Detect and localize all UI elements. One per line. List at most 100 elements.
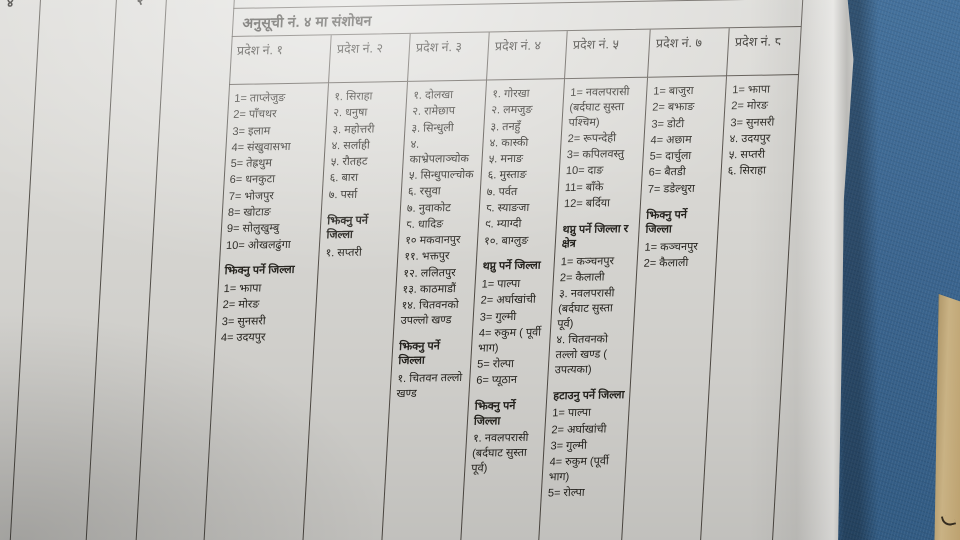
list-item: ४. चितवनको तल्लो खण्ड ( उपत्यका): [554, 333, 609, 377]
list-item: 2= अर्घाखांची: [480, 293, 537, 307]
list-item: 2= कैलाली: [559, 271, 605, 285]
list-item: १३. काठमाडौं: [402, 283, 457, 297]
cardboard-corner: [934, 294, 960, 540]
list-item: 7= डडेल्धुरा: [647, 182, 696, 196]
list-item: १. सप्तरी: [325, 246, 363, 259]
list-item: 3= डोटी: [651, 117, 685, 131]
table-body-row: 1= ताप्लेजुङ 2= पाँचथर 3= इलाम 4= संखुवासभा…: [199, 75, 800, 540]
list-item: 7= भोजपुर: [228, 189, 275, 203]
list-item: 4= उदयपुर: [220, 331, 266, 345]
list-item: 12= बर्दिया: [563, 197, 611, 211]
list-item: ६. मुस्ताङ: [487, 169, 527, 182]
ruled-line: [131, 0, 170, 540]
cut-off-digit: ४: [6, 0, 15, 10]
list-item: ११. भक्तपुर: [403, 250, 450, 264]
list-item: १. गोरखा: [491, 87, 530, 101]
list-item: 1= कञ्चनपुर: [560, 255, 615, 269]
list-item: 4= रुकुम (पूर्वी भाग): [548, 455, 610, 484]
section-title: थप्नु पर्ने जिल्ला र क्षेत्र: [561, 222, 629, 251]
list-item: 1= पाल्पा: [481, 277, 521, 291]
section-title: झिक्नु पर्ने जिल्ला: [224, 264, 295, 278]
list-item: 1= पाल्पा: [552, 406, 592, 420]
list-item: ४. उदयपुर: [729, 132, 771, 146]
list-item: १० मकवानपुर: [404, 234, 461, 248]
list-item: ३. नवलपरासी (बर्दघाट सुस्ता पूर्व): [556, 287, 615, 331]
list-item: ६. बारा: [329, 172, 359, 185]
list-item: १२. ललितपुर: [402, 266, 456, 280]
list-item: २. लमजुङ: [490, 103, 533, 117]
section-title: थप्नु पर्ने जिल्ला: [482, 260, 541, 274]
list-item: 9= सोलुखुम्बु: [226, 222, 280, 236]
list-item: 2= पाँचथर: [232, 108, 277, 122]
list-item: 2= मोरङ: [222, 298, 260, 312]
column-header: प्रदेश नं. ३: [408, 32, 490, 82]
list-item: ८. स्याङजा: [485, 201, 530, 215]
list-item: 2= कैलाली: [643, 256, 689, 270]
section-title: हटाउनु पर्ने जिल्ला: [552, 388, 625, 403]
list-item: ५. रौतहट: [330, 155, 368, 169]
list-item: 10= दाङ: [565, 164, 604, 178]
list-item: १. नवलपरासी (बर्दघाट सुस्ता पूर्व): [471, 431, 529, 475]
cut-off-digit: २: [136, 0, 145, 8]
list-item: ४. कास्की: [489, 136, 529, 150]
column-header: प्रदेश नं. ५: [565, 29, 651, 80]
list-item: 1= बाजुरा: [652, 84, 694, 98]
list-item: 5= दार्चुला: [649, 150, 692, 163]
column-header: प्रदेश नं. २: [329, 33, 411, 84]
list-item: ८. धादिङ: [405, 218, 444, 231]
list-item: १. सिराहा: [333, 90, 373, 104]
list-item: 11= बाँके: [564, 181, 604, 194]
list-item: 10= ओखलढुंगा: [225, 238, 292, 252]
column-header: प्रदेश नं. १: [229, 35, 332, 86]
list-item: १०. बाग्लुङ: [483, 234, 529, 248]
list-item: 2= रूपन्देही: [567, 132, 617, 145]
section-title: झिक्नु पर्ने जिल्ला: [326, 214, 369, 242]
list-item: 6= प्यूठान: [475, 374, 518, 387]
list-item: 3= गुल्मी: [479, 310, 517, 324]
list-item: ५. सिन्धुपाल्चोक: [408, 168, 474, 182]
list-item: 4= संखुवासभा: [231, 140, 291, 154]
list-item: 5= रोल्पा: [547, 487, 585, 500]
list-item: 6= बैतडी: [648, 166, 686, 180]
list-item: ५. सप्तरी: [728, 148, 766, 162]
column-header: प्रदेश नं. ७: [648, 28, 730, 78]
list-item: 5= रोल्पा: [476, 357, 515, 371]
list-item: 5= तेह्रथुम: [230, 157, 273, 171]
list-item: १४. चितवनको उपल्लो खण्ड: [400, 299, 460, 328]
list-item: ३. महोत्तरी: [332, 123, 375, 136]
list-item: ६. सिराहा: [727, 165, 767, 178]
list-item: 3= सुनसरी: [221, 314, 267, 328]
column-header: प्रदेश नं. ४: [487, 31, 568, 81]
section-title: झिक्नु पर्ने जिल्ला: [473, 400, 516, 428]
amendment-table: अनुसूची नं. ४ मा संशोधन प्रदेश नं. १ प्रद…: [199, 0, 804, 540]
list-item: ७. पर्सा: [328, 188, 358, 202]
list-item: 3= गुल्मी: [550, 439, 588, 453]
column-header: प्रदेश नं. ८: [727, 27, 802, 77]
list-item: 1= नवलपरासी (बर्दघाट सुस्ता पश्चिम): [568, 86, 630, 129]
ruled-line: [5, 0, 44, 540]
list-item: 2= मोरङ: [730, 99, 769, 113]
list-item: २. धनुषा: [332, 106, 368, 120]
list-item: 4= रुकुम ( पूर्वी भाग): [477, 326, 542, 355]
list-item: 1= ताप्लेजुङ: [233, 92, 286, 105]
list-item: ७. नुवाकोट: [406, 201, 452, 215]
list-item: ३. तनहुँ: [490, 120, 521, 134]
list-item: ९. म्याग्दी: [484, 218, 522, 231]
list-item: 1= झापा: [731, 83, 771, 97]
list-item: 1= झापा: [223, 282, 262, 296]
list-item: 3= कपिलवस्तु: [566, 148, 625, 162]
ruled-line: [81, 0, 120, 540]
section-title: झिक्नु पर्ने जिल्ला: [645, 208, 688, 236]
list-item: 2= बझाङ: [651, 101, 695, 114]
list-item: 1= कञ्चनपुर: [644, 240, 699, 254]
list-item: १. चितवन तल्लो खण्ड: [396, 371, 463, 400]
section-title: झिक्नु पर्ने जिल्ला: [398, 340, 441, 368]
list-item: 3= इलाम: [232, 124, 271, 138]
list-item: 4= अछाम: [650, 133, 692, 147]
list-item: 3= सुनसरी: [730, 116, 775, 129]
list-item: 6= धनकुटा: [229, 173, 276, 187]
list-item: ७. पर्वत: [486, 185, 518, 199]
